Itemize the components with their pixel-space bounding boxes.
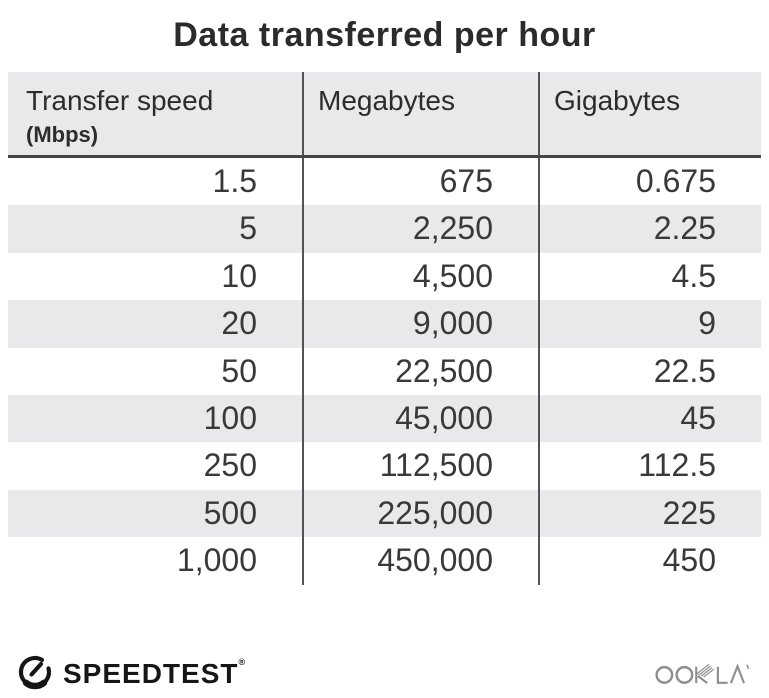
header-gigabytes-label: Gigabytes [554,85,681,116]
table-cell: 0.675 [538,158,761,206]
table-cell: 4.5 [538,252,761,301]
table-cell: 675 [302,158,538,206]
table-cell: 1.5 [212,163,257,199]
header-megabytes: Megabytes [302,72,538,155]
table-cell: 100 [203,399,257,436]
page-title: Data transferred per hour [173,16,596,54]
table-cell: 45 [538,394,761,443]
table-cell: 9 [538,300,761,348]
table-cell: 22,500 [302,347,538,395]
table-row: 500 225,000 225 [8,489,761,538]
table-cell: 450 [538,537,761,585]
header-transfer-speed: Transfer speed (Mbps) [8,72,302,155]
header-gigabytes: Gigabytes [538,72,761,155]
table-row: 1,000 450,000 450 [8,537,761,585]
table-cell: 22.5 [538,347,761,395]
speedtest-logo: SPEEDTEST® [15,651,245,696]
speedtest-gauge-icon [15,651,55,696]
table-row: 1.5 675 0.675 [8,158,761,206]
table-cell: 10 [221,257,257,294]
table-cell: 45,000 [302,394,538,443]
table-cell: 1,000 [176,542,257,579]
table-cell: 50 [221,352,257,389]
data-table: Transfer speed (Mbps) Megabytes Gigabyte… [8,72,761,585]
table-row: 50 22,500 22.5 [8,347,761,395]
table-cell: 225 [538,489,761,538]
table-cell: 450,000 [302,537,538,585]
header-megabytes-label: Megabytes [318,85,455,116]
table-body: 1.5 675 0.675 5 2,250 2.25 10 4,500 4.5 20 9,000 9 5… [8,158,761,585]
table-cell: 5 [239,210,257,247]
header-transfer-speed-unit: (Mbps) [26,122,99,147]
table-cell: 9,000 [302,300,538,348]
ookla-logo [655,661,753,693]
table-row: 250 112,500 112.5 [8,442,761,490]
header-transfer-speed-label: Transfer speed [26,85,214,116]
speedtest-trademark: ® [238,657,246,667]
table-cell: 250 [203,447,257,484]
table-cell: 2,250 [302,205,538,253]
footer: SPEEDTEST® [0,645,769,698]
table-cell: 225,000 [302,489,538,538]
table-row: 10 4,500 4.5 [8,252,761,301]
table-cell: 20 [221,305,257,342]
table-row: 100 45,000 45 [8,394,761,443]
table-cell: 112,500 [302,442,538,490]
table-header-row: Transfer speed (Mbps) Megabytes Gigabyte… [8,72,761,158]
table-row: 5 2,250 2.25 [8,205,761,253]
table-row: 20 9,000 9 [8,300,761,348]
table-cell: 112.5 [538,442,761,490]
table-cell: 2.25 [538,205,761,253]
table-cell: 500 [203,494,257,531]
table-cell: 4,500 [302,252,538,301]
speedtest-wordmark: SPEEDTEST® [63,657,246,689]
